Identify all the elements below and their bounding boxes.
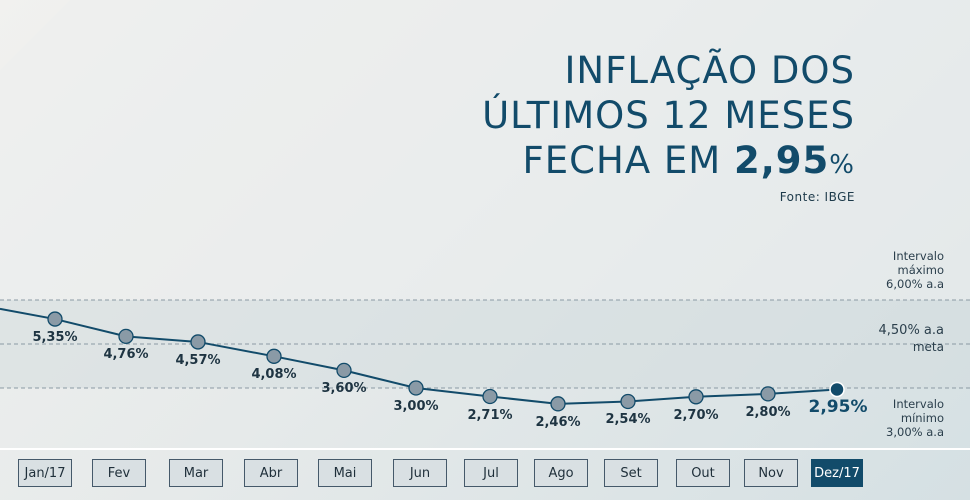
source-note: Fonte: IBGE xyxy=(779,190,855,204)
data-point-mai[interactable] xyxy=(336,362,352,379)
data-point-set[interactable] xyxy=(620,393,636,410)
data-point-jul[interactable] xyxy=(482,388,498,405)
data-point-fev[interactable] xyxy=(118,328,134,345)
data-point-nov[interactable] xyxy=(760,386,776,402)
target-label: 4,50% a.a meta xyxy=(879,323,945,355)
data-point-jun[interactable] xyxy=(408,380,424,396)
month-button-set[interactable]: Set xyxy=(604,459,658,487)
data-label-out: 2,70% xyxy=(673,407,719,423)
max-interval-line1: Intervalo xyxy=(892,249,944,263)
title-line-3: FECHA EM 2,95% xyxy=(482,138,855,188)
month-button-mai[interactable]: Mai xyxy=(318,459,372,487)
target-value: 4,50% a.a xyxy=(878,323,945,338)
title-prefix: FECHA EM xyxy=(522,139,722,182)
month-button-nov[interactable]: Nov xyxy=(744,459,798,487)
data-label-mai: 3,60% xyxy=(321,381,367,397)
max-interval-line3: 6,00% a.a xyxy=(886,277,944,291)
data-label-ago: 2,46% xyxy=(535,414,581,430)
max-interval-label: Intervalo máximo 6,00% a.a xyxy=(886,249,944,291)
data-label-jun: 3,00% xyxy=(393,398,439,414)
title-line-1: INFLAÇÃO DOS xyxy=(564,49,855,92)
data-point-abr[interactable] xyxy=(266,348,282,364)
month-button-mar[interactable]: Mar xyxy=(169,459,223,487)
data-label-jan-17: 5,35% xyxy=(32,330,78,346)
month-button-dez-17[interactable]: Dez/17 xyxy=(811,459,863,487)
data-point-jan-17[interactable] xyxy=(47,311,63,327)
month-button-jan-17[interactable]: Jan/17 xyxy=(18,459,72,487)
month-button-jul[interactable]: Jul xyxy=(464,459,518,487)
month-button-fev[interactable]: Fev xyxy=(92,459,146,487)
title-line-2: ÚLTIMOS 12 MESES xyxy=(482,94,855,137)
min-interval-line3: 3,00% a.a xyxy=(886,425,944,439)
max-interval-line2: máximo xyxy=(897,263,945,277)
data-point-mar[interactable] xyxy=(190,334,206,350)
data-label-dez-17: 2,95% xyxy=(808,397,868,418)
min-interval-line1: Intervalo xyxy=(892,397,944,411)
title-value: 2,95 xyxy=(733,139,830,182)
target-name: meta xyxy=(912,340,944,354)
month-button-out[interactable]: Out xyxy=(676,459,730,487)
month-button-jun[interactable]: Jun xyxy=(393,459,447,487)
series-group xyxy=(0,307,845,412)
month-button-ago[interactable]: Ago xyxy=(534,459,588,487)
data-label-mar: 4,57% xyxy=(175,352,221,368)
background-shape xyxy=(0,0,970,300)
data-point-dez-17[interactable] xyxy=(829,381,845,398)
data-label-set: 2,54% xyxy=(605,412,651,428)
min-interval-line2: mínimo xyxy=(900,411,944,425)
data-label-nov: 2,80% xyxy=(745,404,791,420)
data-label-jul: 2,71% xyxy=(467,407,513,423)
data-point-ago[interactable] xyxy=(550,396,566,412)
title-unit: % xyxy=(829,150,855,180)
min-interval-label: Intervalo mínimo 3,00% a.a xyxy=(886,397,944,439)
data-label-fev: 4,76% xyxy=(103,347,149,363)
data-point-out[interactable] xyxy=(688,389,704,405)
data-label-abr: 4,08% xyxy=(251,367,297,383)
month-button-abr[interactable]: Abr xyxy=(244,459,298,487)
title-block: INFLAÇÃO DOS ÚLTIMOS 12 MESES FECHA EM 2… xyxy=(482,48,855,188)
reference-lines xyxy=(0,299,970,389)
